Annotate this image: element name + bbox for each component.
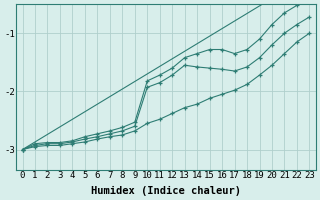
- X-axis label: Humidex (Indice chaleur): Humidex (Indice chaleur): [91, 186, 241, 196]
